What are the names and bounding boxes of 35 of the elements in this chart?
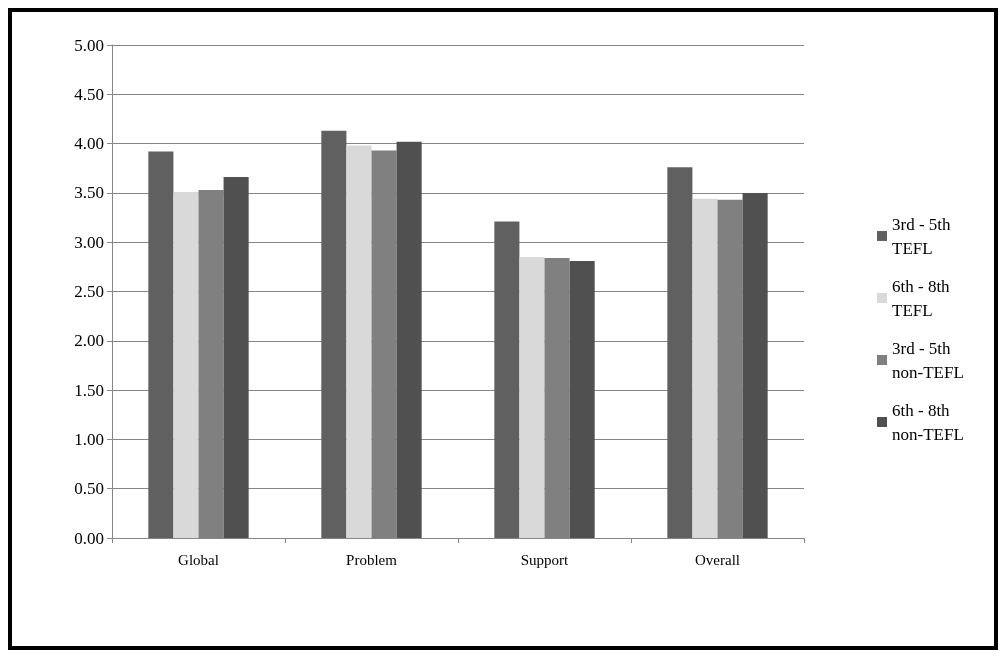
bar	[742, 192, 768, 538]
bar	[396, 141, 422, 538]
y-tick-label: 5.00	[74, 35, 104, 55]
y-tick-label: 2.00	[74, 331, 104, 351]
y-tick-label: 0.00	[74, 528, 104, 548]
y-tick-label: 2.50	[74, 282, 104, 301]
x-tick-label: Support	[520, 551, 570, 568]
bar	[569, 260, 595, 538]
x-tick-label: Overall	[695, 551, 740, 568]
legend-label: 3rd - 5th non-TEFL	[892, 338, 964, 382]
legend-label: 6th - 8th TEFL	[892, 276, 954, 320]
bar	[371, 150, 397, 538]
bar	[321, 130, 347, 538]
y-tick-label: 0.50	[74, 479, 104, 499]
bar	[544, 257, 570, 538]
bar	[148, 151, 174, 538]
bar	[173, 191, 199, 538]
bar	[692, 198, 718, 538]
legend-label: 3rd - 5th TEFL	[892, 214, 955, 258]
x-tick-label: Global	[178, 551, 219, 568]
y-tick-label: 1.50	[74, 380, 104, 400]
bar	[717, 199, 743, 538]
x-tick-label: Problem	[346, 551, 398, 568]
y-tick-label: 3.50	[74, 183, 104, 203]
y-tick-label: 1.00	[74, 429, 104, 449]
bar	[346, 145, 372, 538]
legend-label: 6th - 8th non-TEFL	[892, 400, 964, 444]
bar	[198, 189, 224, 538]
bar	[494, 221, 520, 538]
y-tick-label: 4.00	[74, 134, 104, 154]
bar	[223, 177, 249, 538]
bar	[667, 167, 693, 538]
y-tick-label: 4.50	[74, 84, 104, 104]
bar	[519, 256, 545, 538]
y-tick-label: 3.00	[74, 232, 104, 252]
